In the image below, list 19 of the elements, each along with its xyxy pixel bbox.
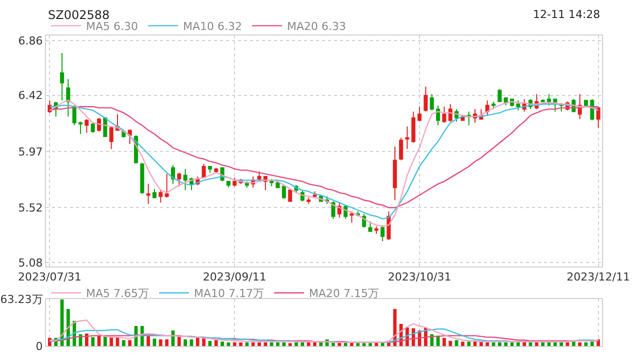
- x-tick-label: 2023/12/11: [566, 270, 630, 284]
- y-tick-label: 63.23万: [0, 293, 43, 306]
- y-tick-label: 5.97: [18, 145, 43, 158]
- y-tick-label: 6.86: [18, 34, 43, 48]
- legend-label: MA5 6.30: [86, 20, 138, 33]
- legend-label: MA20 6.33: [287, 20, 346, 33]
- legend-label: MA10 7.17万: [194, 287, 264, 300]
- y-tick-label: 6.42: [18, 89, 43, 102]
- chart-title: SZ002588: [48, 8, 110, 22]
- legend-label: MA10 6.32: [183, 20, 242, 33]
- legend-label: MA20 7.15万: [309, 287, 380, 300]
- x-tick-label: 2023/09/11: [202, 270, 266, 284]
- legend-label: MA5 7.65万: [86, 287, 150, 300]
- x-tick-label: 2023/07/31: [18, 270, 82, 284]
- y-tick-label: 5.08: [18, 256, 43, 270]
- x-tick-label: 2023/10/31: [388, 270, 452, 284]
- text: 12-11 14:28: [533, 8, 600, 21]
- y-tick-label: 5.52: [18, 201, 43, 214]
- y-tick-label: 0: [36, 340, 43, 353]
